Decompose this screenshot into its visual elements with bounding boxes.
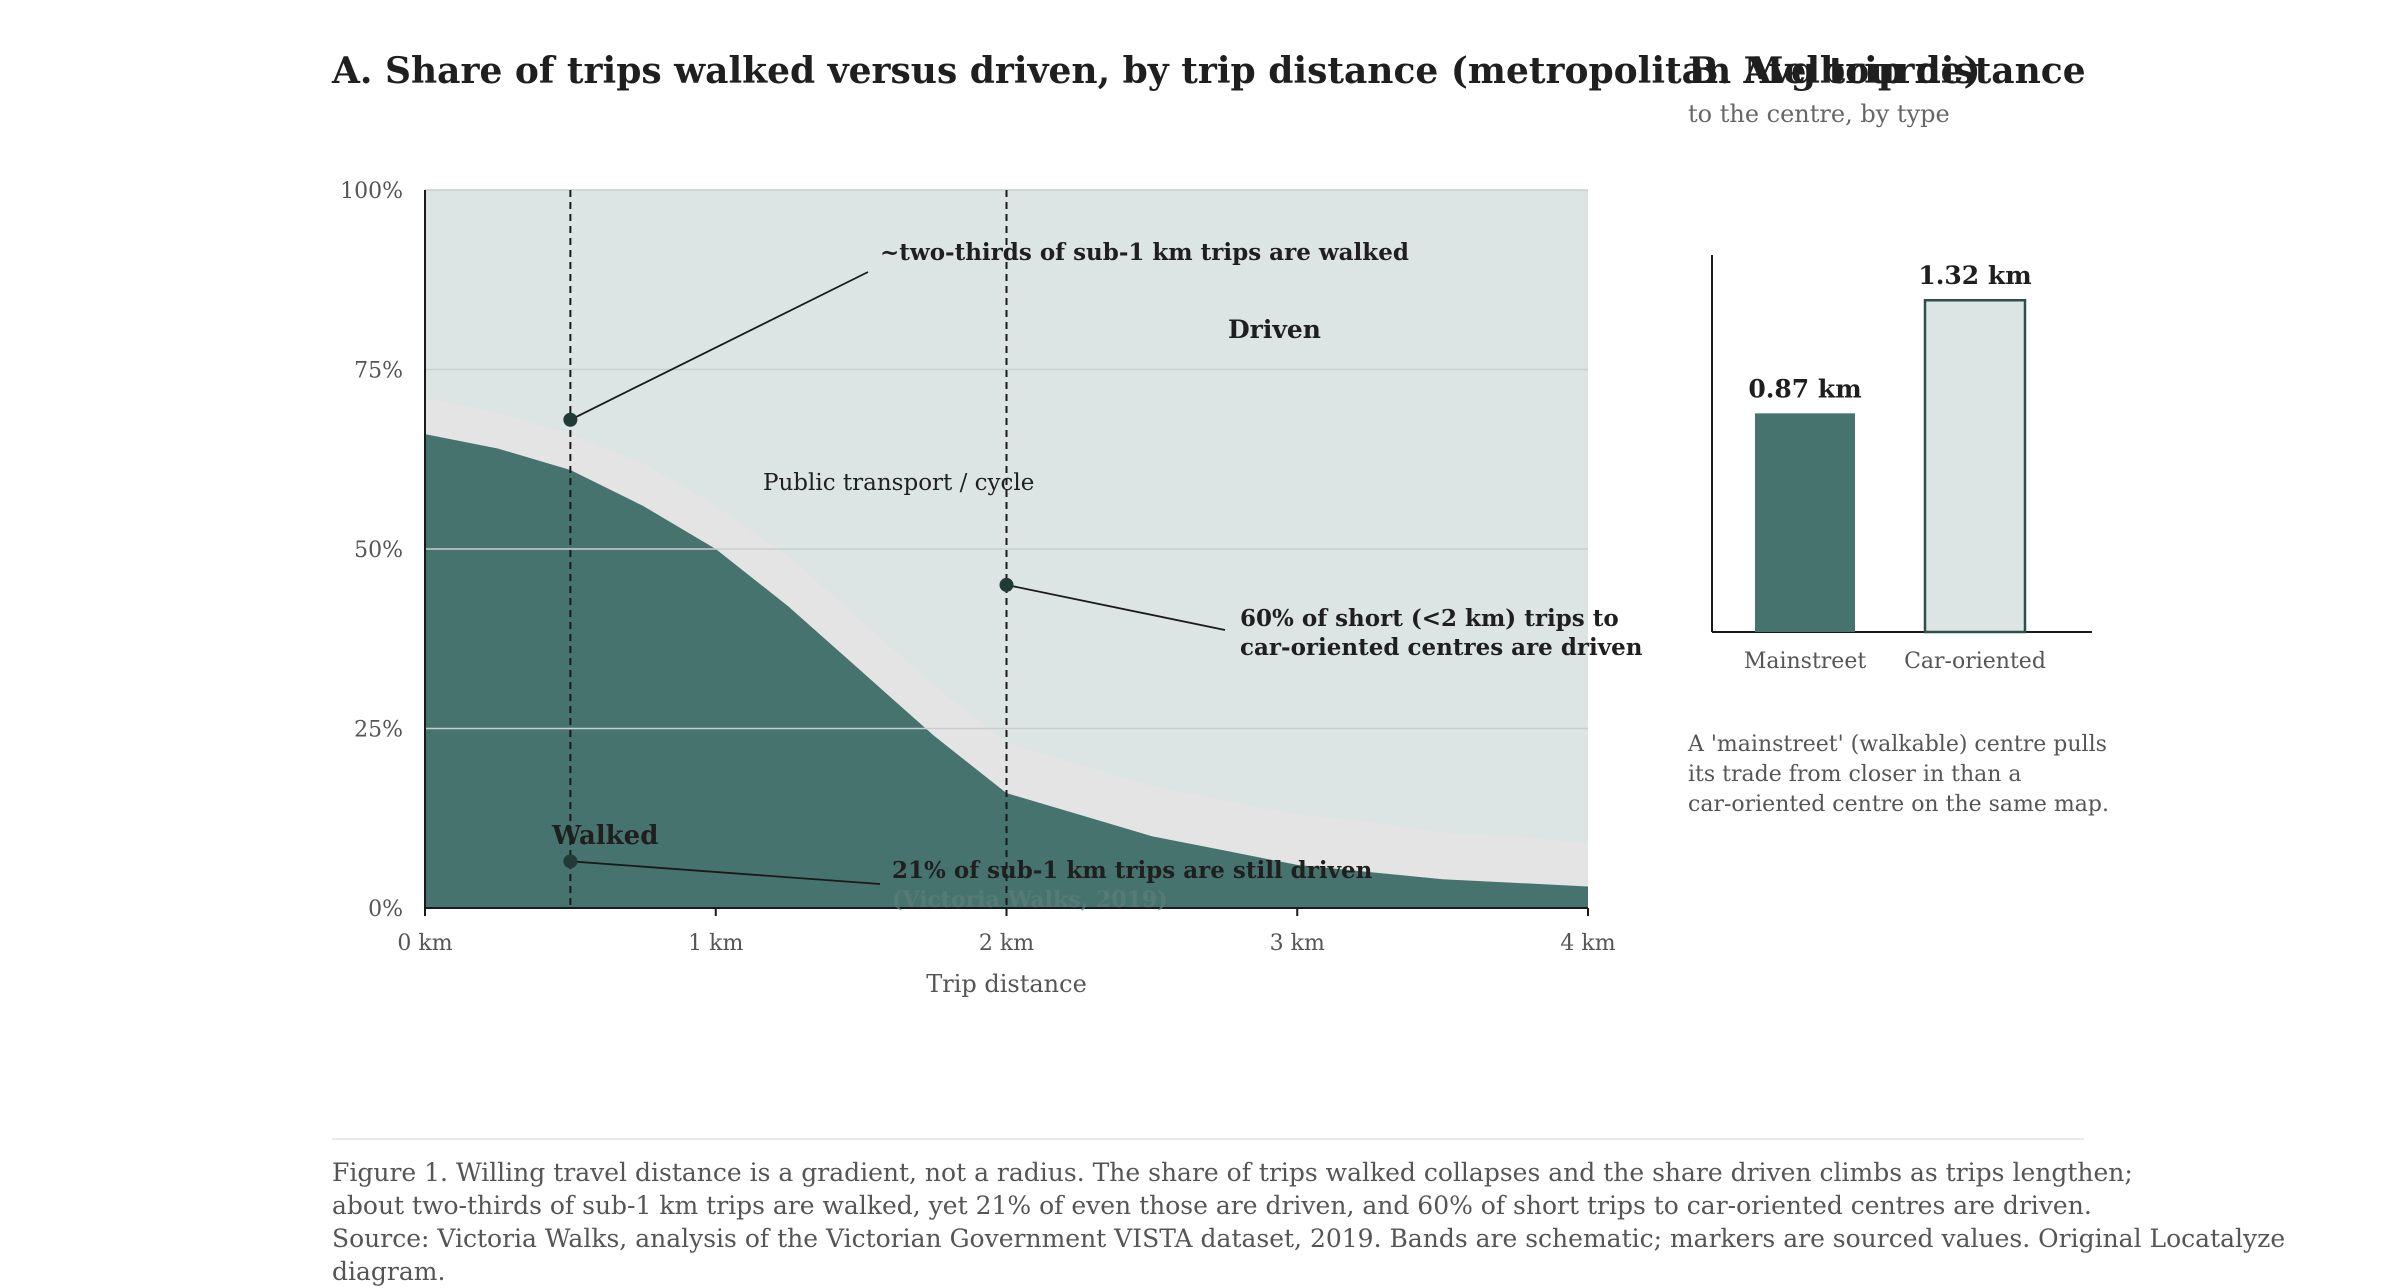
faint-source-text: (Victoria Walks, 2019)	[892, 887, 1168, 913]
note-line: car-oriented centre on the same map.	[1688, 792, 2109, 817]
annotation-car-oriented: 60% of short (<2 km) trips to	[1240, 605, 1619, 632]
data-marker	[563, 412, 578, 427]
data-marker	[563, 854, 578, 869]
annotation-still-driven: 21% of sub-1 km trips are still driven	[892, 857, 1373, 884]
data-marker	[999, 577, 1014, 592]
chart-a-area-chart: 0% 25% 50% 75% 100% 0 km 1 km 2 km 3 km 4 km Trip …	[340, 179, 1643, 998]
leader-line	[1006, 584, 1226, 631]
annotation-car-oriented: car-oriented centres are driven	[1240, 634, 1643, 661]
x-tick-label: 1 km	[688, 931, 743, 956]
bar	[1923, 298, 2027, 634]
series-label-walked: Walked	[551, 821, 658, 851]
caption-divider	[332, 1138, 2084, 1140]
chart-b-subtitle: to the centre, by type	[1688, 100, 1950, 128]
y-tick-label: 25%	[354, 718, 403, 743]
series-label-driven: Driven	[1228, 315, 1321, 344]
chart-b-note: A 'mainstreet' (walkable) centre pulls i…	[1688, 730, 2109, 820]
leader-line	[569, 271, 869, 421]
public-transport-band	[425, 398, 1588, 887]
chart-a-title: A. Share of trips walked versus driven, …	[332, 50, 1981, 92]
note-line: its trade from closer in than a	[1688, 762, 2022, 787]
annotation-walked: ~two-thirds of sub-1 km trips are walked	[880, 239, 1409, 266]
bar-category-label: Mainstreet	[1744, 649, 1867, 674]
series-label-public-transport: Public transport / cycle	[763, 470, 1034, 496]
caption-line: Figure 1. Willing travel distance is a g…	[332, 1158, 2133, 1187]
x-tick-label: 0 km	[397, 931, 452, 956]
bar	[1755, 413, 1855, 632]
walked-band	[425, 434, 1588, 908]
x-tick-label: 4 km	[1560, 931, 1615, 956]
y-tick-label: 75%	[354, 359, 403, 384]
note-line: A 'mainstreet' (walkable) centre pulls	[1688, 732, 2107, 757]
bar-value-label: 0.87 km	[1748, 374, 1861, 403]
x-axis-label: Trip distance	[926, 970, 1087, 998]
x-tick-label: 3 km	[1270, 931, 1325, 956]
leader-line	[570, 860, 881, 885]
x-tick-label: 2 km	[979, 931, 1034, 956]
y-tick-label: 50%	[354, 538, 403, 563]
chart-b-bar-chart: 0.87 km Mainstreet 1.32 km Car-oriented	[1711, 255, 2092, 674]
chart-b-title: B. Avg trip distance	[1688, 50, 2086, 92]
figure-caption: Figure 1. Willing travel distance is a g…	[332, 1156, 2400, 1288]
caption-line: about two-thirds of sub-1 km trips are w…	[332, 1191, 2092, 1220]
caption-line: Source: Victoria Walks, analysis of the …	[332, 1224, 2286, 1286]
bar-category-label: Car-oriented	[1904, 649, 2046, 674]
y-tick-label: 100%	[340, 179, 403, 204]
bar-value-label: 1.32 km	[1918, 261, 2031, 290]
y-tick-label: 0%	[368, 897, 403, 922]
